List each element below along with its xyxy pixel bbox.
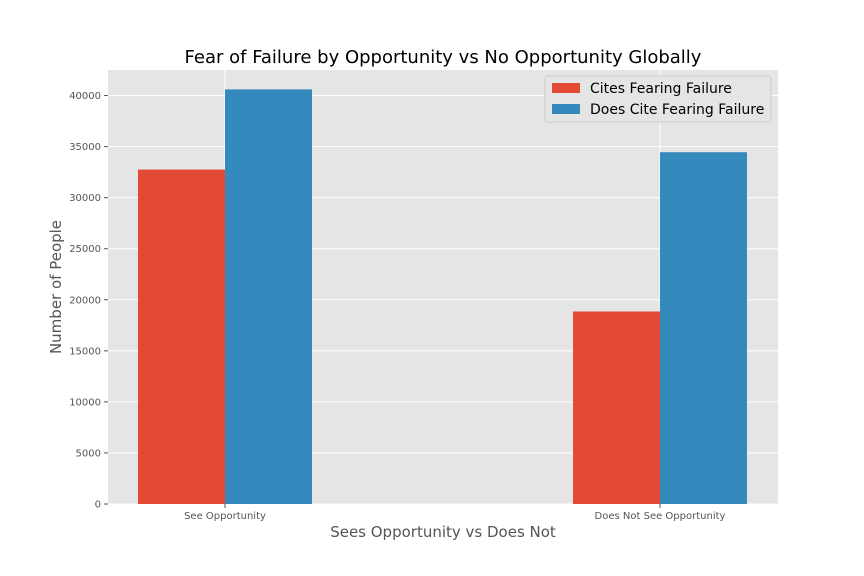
y-tick-label: 25000 (69, 244, 101, 255)
x-axis-ticks: See Opportunity Does Not See Opportunity (184, 504, 726, 522)
x-tick-label: Does Not See Opportunity (595, 511, 726, 522)
y-axis-label: Number of People (47, 220, 65, 354)
legend-entry: Does Cite Fearing Failure (590, 102, 764, 118)
y-axis-ticks: 0 5000 10000 15000 20000 25000 30000 35000 40000 (69, 91, 108, 511)
y-tick-label: 0 (95, 500, 101, 511)
legend: Cites Fearing Failure Does Cite Fearing F… (544, 75, 772, 123)
bar-does-cite-fearing-failure (225, 89, 312, 505)
bars (138, 89, 747, 505)
y-tick-label: 15000 (69, 346, 101, 357)
y-tick-label: 30000 (69, 193, 101, 204)
y-tick-label: 5000 (76, 448, 101, 459)
legend-swatch (552, 83, 580, 93)
legend-entry: Cites Fearing Failure (590, 81, 732, 97)
legend-box (544, 75, 772, 123)
bar-does-cite-fearing-failure (660, 152, 747, 504)
y-tick-label: 40000 (69, 91, 101, 102)
bar-cites-fearing-failure (138, 169, 225, 505)
y-tick-label: 35000 (69, 142, 101, 153)
bar-cites-fearing-failure (573, 311, 660, 504)
legend-swatch (552, 104, 580, 114)
chart-title: Fear of Failure by Opportunity vs No Opp… (185, 47, 702, 68)
y-tick-label: 20000 (69, 295, 101, 306)
x-axis-label: Sees Opportunity vs Does Not (330, 523, 556, 541)
y-tick-label: 10000 (69, 397, 101, 408)
x-tick-label: See Opportunity (184, 511, 266, 522)
